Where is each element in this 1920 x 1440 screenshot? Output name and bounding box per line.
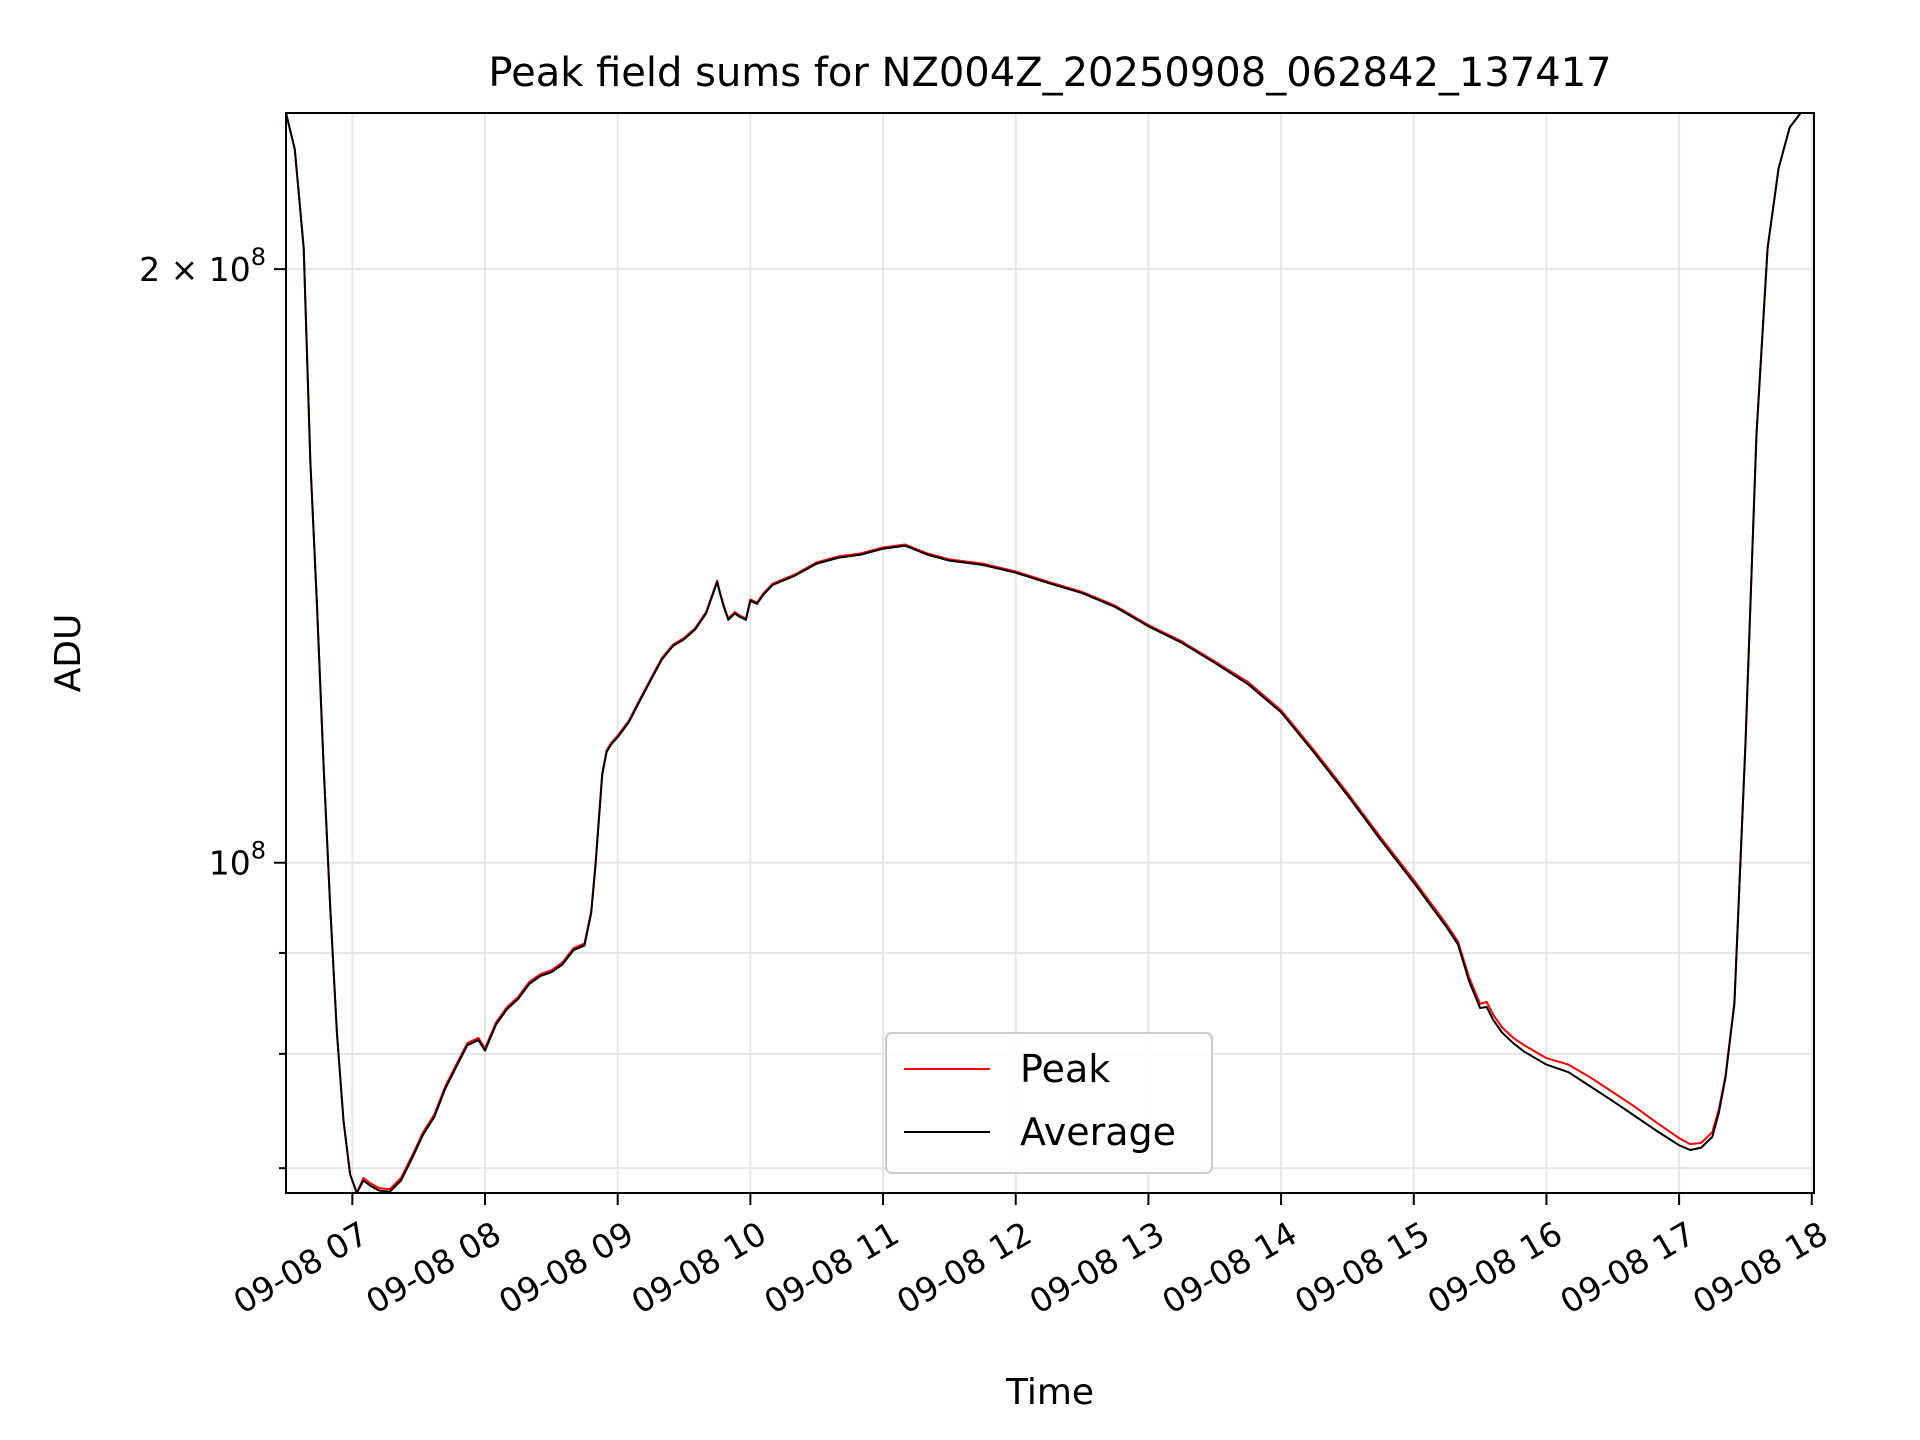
plot-frame — [285, 112, 1815, 1194]
series-lines — [286, 113, 1803, 1193]
y-tick-label-base: 2 × 10 — [139, 250, 251, 289]
grid-lines — [286, 113, 1814, 1193]
y-tick-label-exponent: 8 — [251, 243, 266, 271]
legend-label-average: Average — [1020, 1110, 1176, 1154]
y-tick-label-exponent: 8 — [251, 837, 266, 865]
x-axis-label: Time — [1005, 1372, 1094, 1413]
legend-label-peak: Peak — [1020, 1047, 1110, 1091]
chart-title: Peak field sums for NZ004Z_20250908_0628… — [488, 50, 1611, 96]
y-tick-label-base: 10 — [209, 844, 251, 883]
y-axis-label: ADU — [48, 614, 89, 693]
legend: Peak Average — [885, 1032, 1213, 1174]
y-tick-label: 108 — [209, 837, 266, 883]
series-line-average — [286, 113, 1803, 1193]
y-tick-label: 2 × 108 — [139, 243, 266, 289]
